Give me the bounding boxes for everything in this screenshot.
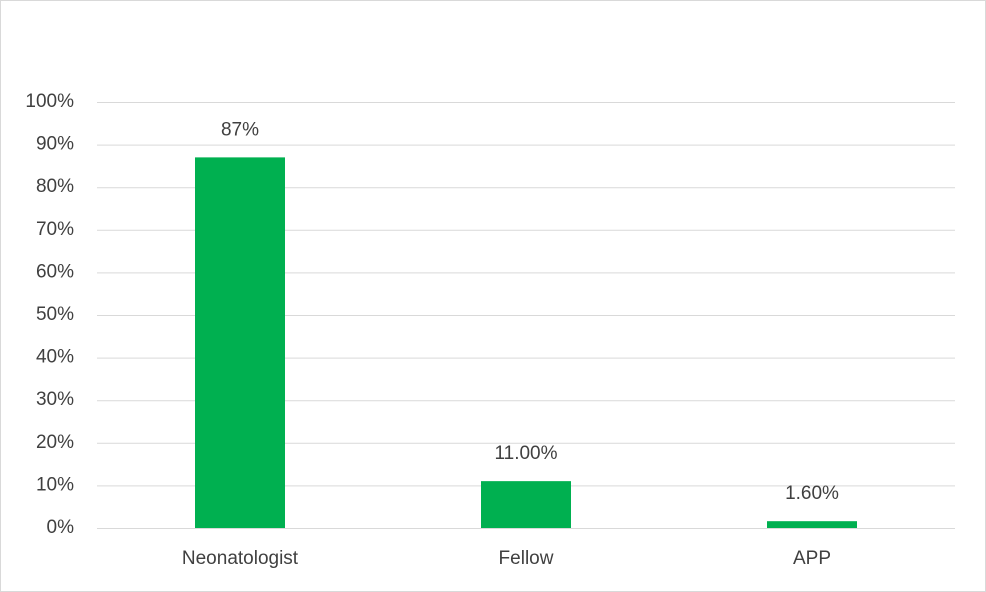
bar bbox=[767, 521, 857, 528]
x-tick-label: Neonatologist bbox=[182, 548, 299, 569]
y-tick-label: 40% bbox=[36, 347, 74, 368]
y-tick-label: 70% bbox=[36, 219, 74, 240]
data-label: 11.00% bbox=[494, 443, 557, 464]
bar bbox=[195, 157, 285, 528]
y-tick-label: 50% bbox=[36, 304, 74, 325]
y-tick-label: 60% bbox=[36, 261, 74, 282]
bar bbox=[481, 481, 571, 528]
y-tick-label: 0% bbox=[47, 517, 75, 538]
y-tick-label: 80% bbox=[36, 176, 74, 197]
y-tick-label: 20% bbox=[36, 432, 74, 453]
y-tick-label: 100% bbox=[25, 91, 74, 112]
y-tick-label: 90% bbox=[36, 134, 74, 155]
x-tick-label: Fellow bbox=[499, 548, 554, 569]
y-tick-label: 30% bbox=[36, 389, 74, 410]
y-tick-label: 10% bbox=[36, 474, 74, 495]
data-label: 87% bbox=[221, 119, 259, 140]
x-tick-label: APP bbox=[793, 548, 831, 569]
data-label: 1.60% bbox=[785, 483, 839, 504]
